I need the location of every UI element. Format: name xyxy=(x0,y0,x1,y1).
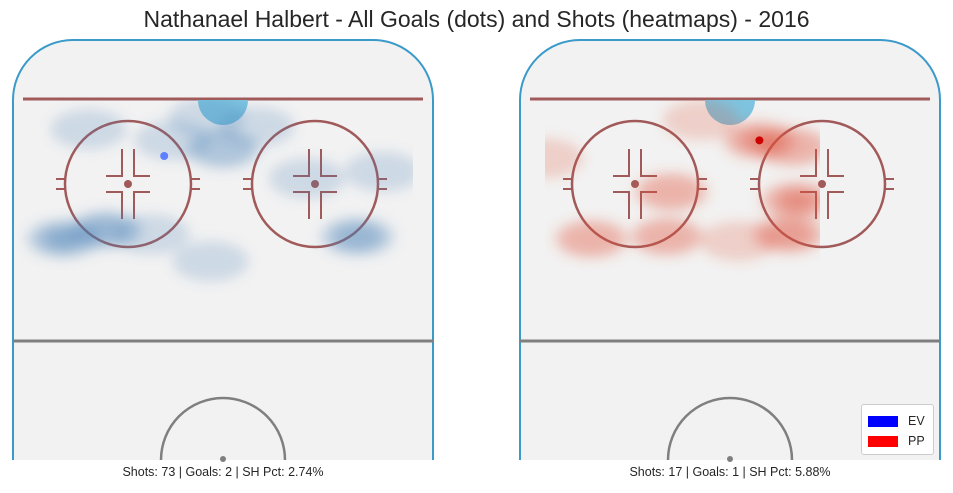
right-shot-density xyxy=(766,222,811,247)
left-shot-density xyxy=(172,241,249,282)
left-hash-mark xyxy=(191,178,200,190)
right-boards xyxy=(519,39,941,460)
legend-item-pp: PP xyxy=(868,433,925,449)
left-shot-density xyxy=(50,109,127,150)
right-hash-mark xyxy=(563,178,572,190)
legend-swatch-pp xyxy=(868,435,898,447)
legend-item-ev: EV xyxy=(868,413,925,429)
right-center-dot xyxy=(727,456,733,462)
right-hash-mark xyxy=(827,191,844,219)
left-hash-mark xyxy=(133,149,150,177)
left-heatmap xyxy=(25,100,413,282)
chart-title: Nathanael Halbert - All Goals (dots) and… xyxy=(143,6,810,32)
right-hash-mark xyxy=(827,149,844,177)
right-goal-dot xyxy=(755,136,764,145)
right-heat-blobs xyxy=(545,100,820,262)
right-center-circle xyxy=(666,396,794,461)
right-shot-density xyxy=(763,131,820,164)
right-shot-density xyxy=(561,222,622,255)
left-hash-mark xyxy=(106,191,123,219)
right-hash-mark xyxy=(750,178,759,190)
right-shot-density xyxy=(783,192,812,209)
left-boards xyxy=(12,39,434,460)
left-shot-density xyxy=(168,100,245,138)
pp-caption: Shots: 17 | Goals: 1 | SH Pct: 5.88% xyxy=(629,465,831,479)
left-shot-density xyxy=(335,224,380,249)
left-shot-density xyxy=(269,158,345,199)
right-shot-density xyxy=(545,138,584,179)
left-heat-blobs xyxy=(25,100,413,282)
left-hash-mark xyxy=(56,178,65,190)
right-hash-mark xyxy=(613,191,630,219)
legend-label-pp: PP xyxy=(908,434,925,448)
right-shot-density xyxy=(700,221,777,262)
left-hash-mark xyxy=(243,178,252,190)
right-faceoff-circle xyxy=(757,119,887,249)
left-faceoff-dot xyxy=(124,180,132,188)
legend-swatch-ev xyxy=(868,415,898,427)
ev-rink-panel xyxy=(12,39,434,462)
left-shot-density xyxy=(344,151,413,192)
right-shot-density xyxy=(662,100,739,141)
right-hash-mark xyxy=(885,178,894,190)
left-center-dot xyxy=(220,456,226,462)
right-shot-density xyxy=(637,220,697,253)
right-heatmap xyxy=(545,100,820,262)
legend: EV PP xyxy=(861,404,934,455)
pp-rink-panel xyxy=(519,39,941,462)
left-shot-density xyxy=(113,214,190,255)
left-center-circle xyxy=(159,396,287,461)
right-shot-density xyxy=(641,175,702,208)
legend-label-ev: EV xyxy=(908,414,925,428)
left-hash-mark xyxy=(133,191,150,219)
right-hash-mark xyxy=(613,149,630,177)
left-goal-dot xyxy=(160,152,169,160)
ev-caption: Shots: 73 | Goals: 2 | SH Pct: 2.74% xyxy=(122,465,324,479)
left-hash-mark xyxy=(106,149,123,177)
